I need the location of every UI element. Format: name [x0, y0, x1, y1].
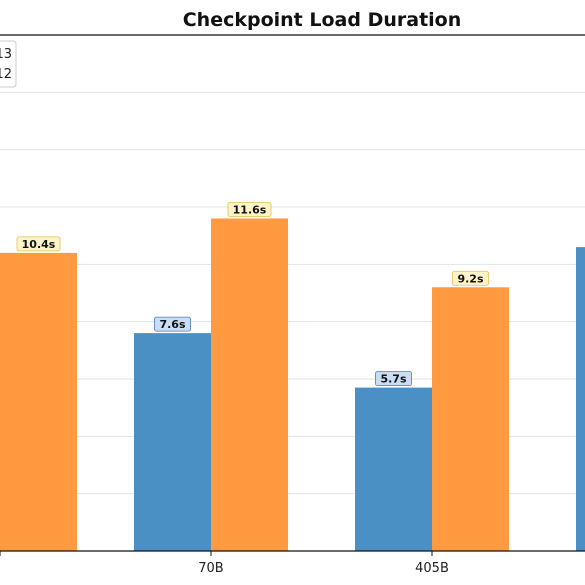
bar: [211, 218, 288, 551]
bar: [134, 333, 211, 551]
value-label: 10.4s: [22, 238, 56, 251]
value-labels: 7.6s 5.7s 10.4s 11.6s 9.2s: [16, 202, 489, 387]
bars: [0, 218, 585, 551]
chart-title: Checkpoint Load Duration: [183, 9, 462, 31]
value-label: 9.2s: [457, 272, 483, 285]
value-label: 7.6s: [159, 318, 185, 331]
value-label: 11.6s: [233, 203, 267, 216]
x-tick-label: 70B: [198, 561, 223, 576]
value-label-box: [154, 316, 191, 332]
legend: 1312: [0, 40, 17, 88]
x-tick-label: 405B: [415, 561, 449, 576]
value-label-box: [452, 270, 489, 286]
x-tick-labels: 70B 405B: [198, 561, 449, 576]
value-label-box: [227, 202, 272, 217]
value-label: 5.7s: [380, 373, 406, 386]
value-label-box: [16, 236, 61, 252]
legend-box: [0, 40, 17, 88]
bar: [355, 387, 432, 551]
legend-entry: 13: [0, 47, 12, 62]
legend-entry: 12: [0, 67, 12, 82]
bar: [0, 252, 77, 551]
value-label-box: [375, 371, 412, 387]
axes: [0, 34, 585, 556]
bar: [576, 247, 585, 551]
bar: [432, 287, 509, 551]
